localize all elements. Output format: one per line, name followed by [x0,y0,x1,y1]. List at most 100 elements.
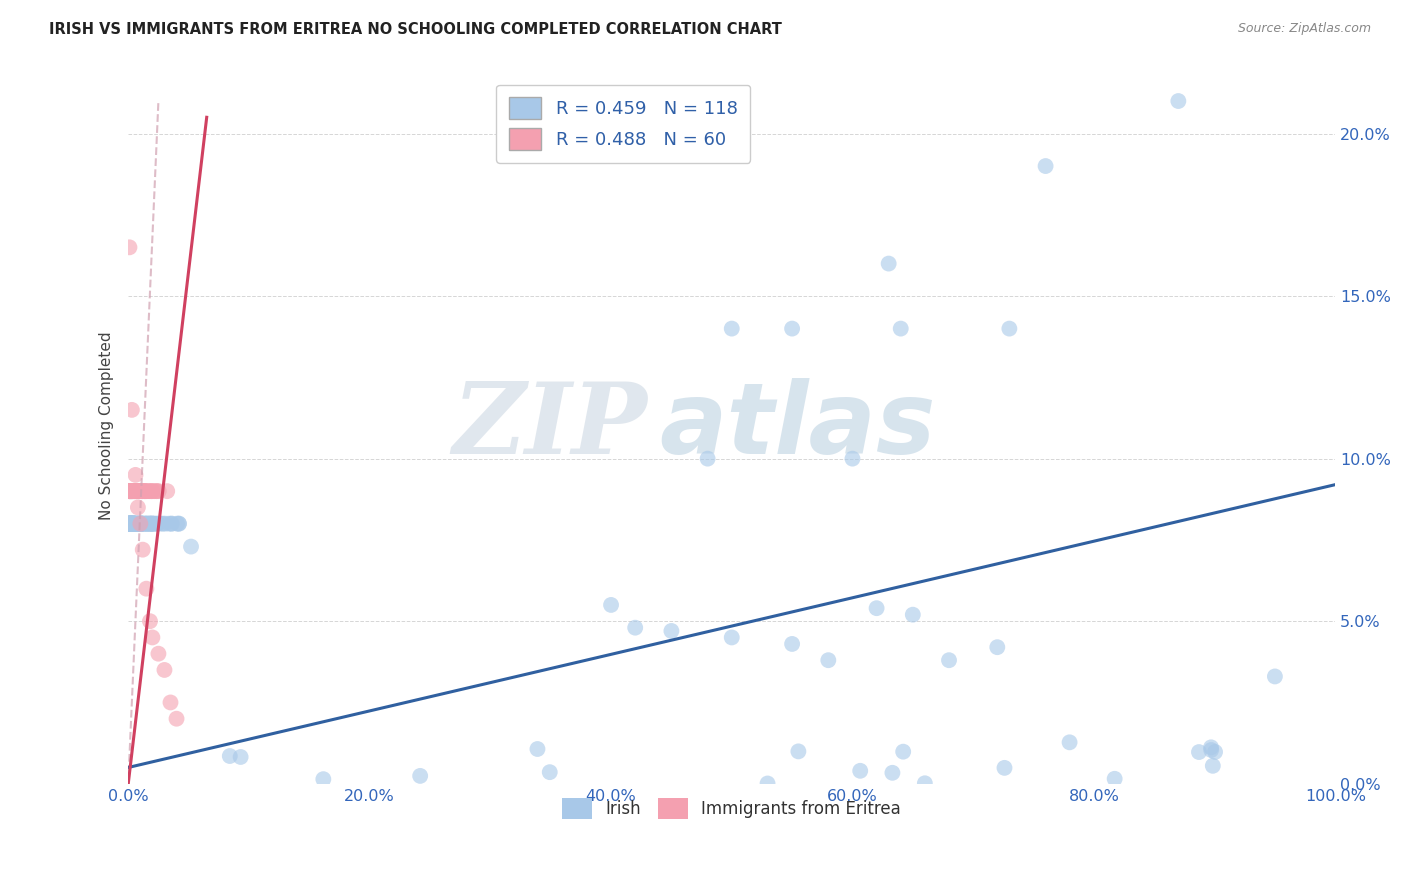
Point [159,696,181,710]
Point [134,484,156,499]
Point [152,516,174,531]
Point [218,749,240,764]
Point [129,516,152,531]
Point [409,769,432,783]
Point [127,484,149,499]
Point [124,484,146,499]
Point [121,484,143,499]
Point [124,484,146,499]
Point [124,467,146,482]
Point [890,321,912,335]
Point [146,516,169,531]
Point [526,742,548,756]
Point [141,516,163,531]
Point [146,484,169,499]
Point [121,516,143,531]
Point [124,516,146,531]
Point [125,484,148,499]
Point [993,761,1015,775]
Point [538,765,561,780]
Point [153,663,176,677]
Point [120,516,142,531]
Point [124,516,146,531]
Point [129,516,152,531]
Point [128,484,150,499]
Point [131,484,153,499]
Point [124,516,146,531]
Point [128,516,150,531]
Point [780,637,803,651]
Point [122,484,145,499]
Point [120,516,142,531]
Text: Source: ZipAtlas.com: Source: ZipAtlas.com [1237,22,1371,36]
Point [131,516,153,531]
Point [131,516,153,531]
Point [817,653,839,667]
Point [312,772,335,787]
Point [118,516,141,531]
Point [138,516,160,531]
Point [901,607,924,622]
Point [156,484,179,499]
Point [166,516,188,531]
Point [1104,772,1126,786]
Point [153,516,176,531]
Point [135,582,157,596]
Point [120,516,142,531]
Point [600,598,623,612]
Point [141,631,163,645]
Point [120,484,142,499]
Point [136,516,159,531]
Point [145,484,167,499]
Point [142,516,165,531]
Point [135,516,157,531]
Point [138,484,160,499]
Point [122,516,145,531]
Point [134,516,156,531]
Point [131,516,153,531]
Point [124,516,146,531]
Point [118,484,141,499]
Point [118,516,141,531]
Point [120,516,142,531]
Point [125,516,148,531]
Point [1199,740,1222,755]
Point [160,516,183,531]
Point [865,601,887,615]
Point [131,484,153,499]
Point [780,321,803,335]
Point [938,653,960,667]
Point [141,484,163,499]
Point [841,451,863,466]
Point [122,516,145,531]
Point [125,516,148,531]
Point [120,516,142,531]
Point [131,516,153,531]
Point [1035,159,1057,173]
Point [720,321,742,335]
Point [180,540,202,554]
Point [124,484,146,499]
Point [122,516,145,531]
Point [131,516,153,531]
Point [891,745,914,759]
Point [118,516,141,531]
Point [128,516,150,531]
Point [986,640,1008,655]
Point [120,516,142,531]
Point [118,240,141,254]
Point [132,516,155,531]
Point [118,484,141,499]
Point [139,484,162,499]
Point [143,484,166,499]
Point [141,484,163,499]
Point [120,484,142,499]
Point [661,624,683,638]
Point [122,484,145,499]
Point [877,256,900,270]
Point [118,516,141,531]
Point [696,451,718,466]
Point [157,516,180,531]
Point [128,484,150,499]
Point [118,516,141,531]
